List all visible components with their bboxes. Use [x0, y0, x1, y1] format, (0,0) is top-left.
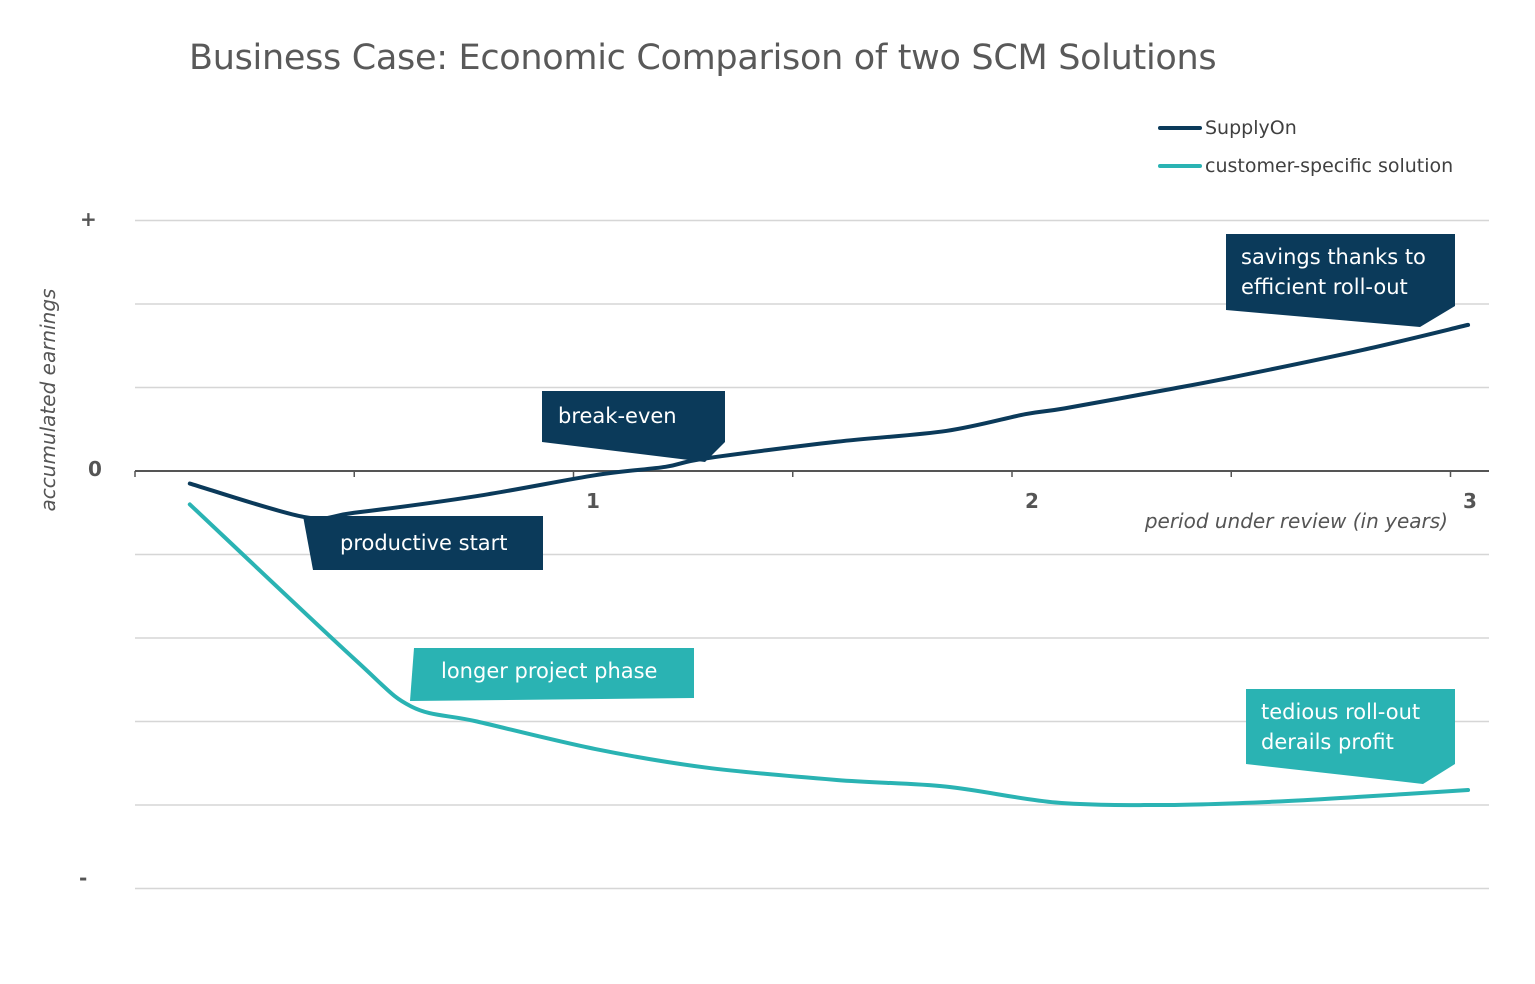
y-tick-minus: -: [79, 866, 88, 890]
callout-longer-project-phase: longer project phase: [441, 659, 658, 683]
x-axis-label: period under review (in years): [1144, 509, 1448, 533]
x-tick-3: 3: [1463, 489, 1477, 513]
callout-break-even: break-even: [558, 404, 677, 428]
x-tick-1: 1: [586, 489, 600, 513]
legend-label-customer-specific: customer-specific solution: [1205, 155, 1454, 177]
callout-tedious-line-1: tedious roll-out: [1261, 700, 1421, 724]
callout-tedious-rollout: tedious roll-out derails profit: [1261, 697, 1420, 757]
callout-box-productive-start: [303, 516, 543, 570]
callout-savings-line-2: efficient roll-out: [1241, 275, 1408, 299]
legend-item-customer-specific: customer-specific solution: [1158, 154, 1453, 178]
legend-swatch-supplyon: [1158, 126, 1202, 130]
y-tick-plus: +: [80, 207, 97, 231]
callout-box-longer-project-phase: [410, 648, 694, 701]
callout-savings: savings thanks to efficient roll-out: [1241, 242, 1426, 302]
legend-label-supplyon: SupplyOn: [1205, 117, 1297, 139]
callout-productive-start: productive start: [340, 531, 508, 555]
x-tick-2: 2: [1025, 489, 1039, 513]
series-lines: [187, 322, 1471, 808]
callout-savings-line-1: savings thanks to: [1241, 245, 1426, 269]
callout-tedious-line-2: derails profit: [1261, 730, 1394, 754]
series-line-customer-specific: [187, 502, 1471, 808]
callout-boxes: [303, 234, 1455, 784]
legend-item-supplyon: SupplyOn: [1158, 116, 1297, 140]
legend-swatch-customer-specific: [1158, 164, 1202, 168]
series-line-supplyon: [187, 322, 1471, 521]
chart-title: Business Case: Economic Comparison of tw…: [189, 38, 1217, 78]
callout-box-break-even: [542, 391, 725, 462]
y-tick-zero: 0: [88, 457, 102, 481]
callout-box-tedious-rollout: [1246, 689, 1455, 784]
x-axis: [134, 470, 1489, 477]
callout-box-savings: [1226, 234, 1455, 327]
